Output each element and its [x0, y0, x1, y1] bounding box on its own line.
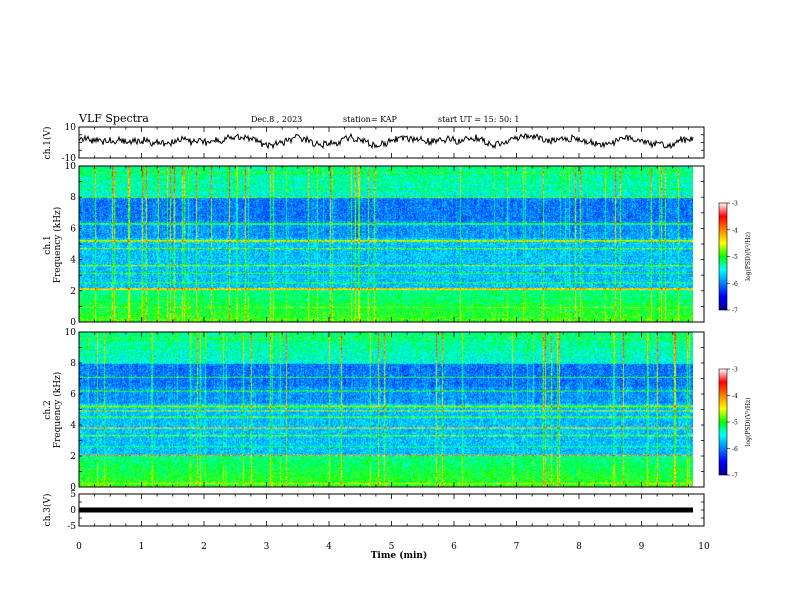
ch1-spectrogram-ytick-2: 2	[70, 287, 76, 297]
x-tick-label-3: 3	[264, 542, 270, 552]
ch3-signal-ytick--5: -5	[67, 522, 76, 532]
ch1-waveform-ylabel-line-0: ch.1(V)	[42, 127, 53, 160]
ch2-colorbar-label: log(PSD)(V²/Hz)	[745, 398, 752, 447]
x-axis-label: Time (min)	[371, 550, 428, 561]
ch2-spectrogram-ylabel-line-0: ch.2	[43, 400, 53, 419]
ch1-spectrogram-ylabel-line-0: ch.1	[43, 235, 53, 254]
ch2-spectrogram-ytick-4: 4	[70, 421, 76, 431]
ch2-spectrogram-ytick-8: 8	[70, 359, 76, 369]
start-time-label: start UT = 15: 50: 1	[438, 115, 520, 124]
ch1-waveform-line	[78, 132, 694, 150]
ch2-spectrogram-ytick-0: 0	[70, 483, 76, 493]
ch2-spectrogram-ylabel: ch.2 Frequency (kHz)	[43, 372, 63, 449]
x-tick-label-1: 1	[139, 542, 145, 552]
x-tick-label-0: 0	[76, 542, 82, 552]
ch1-spectrogram-ylabel-line-1: Frequency (kHz)	[52, 207, 63, 284]
ch2-spectrogram-ytick-10: 10	[65, 328, 77, 338]
ch1-spectrogram-ytick-6: 6	[70, 224, 76, 234]
ch2-spectrogram-ytick-2: 2	[70, 452, 76, 462]
panel-frames	[78, 126, 730, 527]
figure-title: VLF Spectra	[79, 112, 149, 125]
ch1-spectrogram-ytick-0: 0	[70, 318, 76, 328]
ch2-colorbar-tick--6: -6	[732, 446, 738, 453]
x-tick-label-7: 7	[514, 542, 520, 552]
x-tick-label-10: 10	[698, 542, 710, 552]
ch3-signal-ytick-5: 5	[70, 490, 76, 500]
ch1-spectrogram-ytick-10: 10	[65, 162, 77, 172]
x-tick-label-9: 9	[639, 542, 645, 552]
ch1-waveform-ytick-10: 10	[65, 123, 77, 133]
ch1-colorbar-tick--7: -7	[732, 308, 738, 315]
x-tick-label-4: 4	[326, 542, 332, 552]
ch3-signal-ytick-0: 0	[70, 506, 76, 516]
ch1-colorbar-tick--4: -4	[732, 227, 738, 234]
ch2-spectrogram-image	[79, 332, 693, 487]
ch2-colorbar-tick--5: -5	[732, 420, 738, 427]
ch2-colorbar-label-text: log(PSD)(V²/Hz)	[745, 398, 752, 447]
x-tick-label-2: 2	[201, 542, 207, 552]
station-label: station= KAP	[343, 115, 397, 124]
ch1-spectrogram-ytick-4: 4	[70, 256, 76, 266]
ch1-colorbar-label-text: log(PSD)(V²/Hz)	[745, 232, 752, 281]
ch2-colorbar	[718, 368, 728, 476]
ch2-colorbar-tick--3: -3	[732, 367, 738, 374]
ch1-spectrogram-ytick-8: 8	[70, 193, 76, 203]
ch2-colorbar-tick--4: -4	[732, 393, 738, 400]
ch2-spectrogram-ylabel-line-1: Frequency (kHz)	[52, 372, 63, 449]
ch2-colorbar-tick--7: -7	[732, 473, 738, 480]
ch1-colorbar-tick--6: -6	[732, 281, 738, 288]
ch1-colorbar	[718, 202, 728, 311]
x-tick-label-6: 6	[451, 542, 457, 552]
x-tick-label-5: 5	[389, 542, 395, 552]
date-label: Dec.8 , 2023	[251, 115, 303, 124]
ch1-spectrogram-image	[79, 166, 693, 322]
x-tick-label-8: 8	[576, 542, 582, 552]
ch3-signal-ylabel: ch.3(V)	[42, 494, 53, 527]
ch3-signal-line	[79, 507, 693, 513]
ch1-waveform-ylabel: ch.1(V)	[42, 127, 53, 160]
ch1-spectrogram-ylabel: ch.1 Frequency (kHz)	[43, 207, 63, 284]
ch2-spectrogram-ytick-6: 6	[70, 390, 76, 400]
ch1-colorbar-label: log(PSD)(V²/Hz)	[745, 232, 752, 281]
ch1-colorbar-tick--3: -3	[732, 201, 738, 208]
ch3-signal-ylabel-line-0: ch.3(V)	[42, 494, 53, 527]
ch1-waveform-ytick--10: -10	[62, 154, 77, 164]
ch1-colorbar-tick--5: -5	[732, 254, 738, 261]
